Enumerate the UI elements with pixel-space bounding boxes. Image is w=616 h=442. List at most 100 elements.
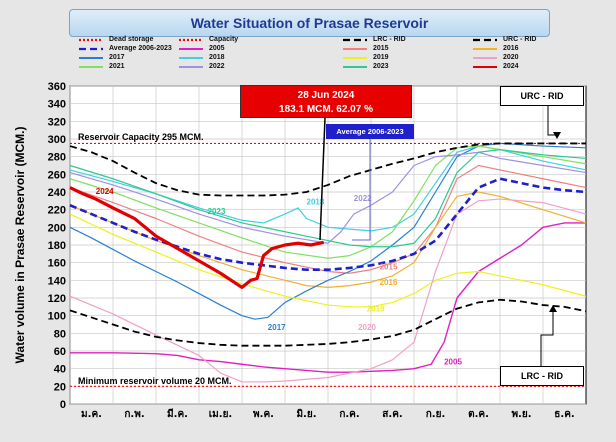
series-line-2016 — [69, 191, 587, 288]
series-line-2023 — [69, 149, 587, 248]
capacity-label: Reservoir Capacity 295 MCM. — [78, 132, 204, 142]
lrc-arrow — [549, 305, 557, 312]
y-tick-label: 0 — [60, 399, 66, 411]
series-line-lrc-rid — [69, 298, 587, 347]
y-tick-label: 180 — [48, 240, 66, 252]
legend-swatch — [179, 57, 203, 59]
y-tick-label: 20 — [54, 381, 66, 393]
series-label: 2019 — [367, 304, 385, 313]
series-line-2019 — [69, 213, 587, 308]
legend-label: 2024 — [503, 63, 519, 70]
legend-swatch — [79, 47, 103, 51]
x-ticks: ม.ค. ก.พ. มี.ค. เม.ย. พ.ค. มิ.ย. ก.ค. ส.ค. ก.ย. ต… — [81, 408, 575, 420]
legend-label: 2017 — [109, 54, 125, 61]
legend-swatch — [79, 57, 103, 59]
y-tick-label: 360 — [48, 81, 66, 93]
series-line-2005 — [70, 222, 586, 373]
legend-swatch — [343, 57, 367, 59]
legend-label: 2023 — [373, 63, 389, 70]
legend-swatch — [79, 66, 103, 68]
minimum-label: Minimum reservoir volume 20 MCM. — [78, 376, 232, 386]
series-labels: 2005 2015 2016 2017 2018 2019 2020 2022 2023 2024 — [96, 187, 463, 366]
y-tick-label: 80 — [54, 328, 66, 340]
y-tick-label: 340 — [48, 99, 66, 111]
legend-swatch — [473, 66, 497, 68]
legend-label: LRC - RID — [373, 36, 406, 43]
y-tick-label: 240 — [48, 187, 66, 199]
callout-volume: 183.1 MCM. 62.07 % — [279, 104, 373, 115]
y-tick-label: 320 — [48, 116, 66, 128]
y-tick-label: 280 — [48, 152, 66, 164]
y-tick-label: 260 — [48, 169, 66, 181]
callout-date: 28 Jun 2024 — [297, 90, 355, 101]
x-tick-label: มี.ค. — [167, 408, 188, 420]
x-tick-label: เม.ย. — [209, 409, 232, 420]
x-tick-label: มิ.ย. — [296, 408, 316, 420]
legend-swatch — [473, 57, 497, 59]
callout-pointer — [319, 117, 326, 241]
legend-swatch — [179, 66, 203, 68]
y-tick-label: 40 — [54, 364, 66, 376]
series-label: 2018 — [307, 197, 325, 206]
legend-swatch — [179, 38, 203, 42]
legend-label: 2020 — [503, 54, 519, 61]
series-label: 2017 — [268, 323, 286, 332]
x-tick-label: ก.ย. — [426, 409, 446, 420]
legend-swatch — [473, 38, 497, 42]
lrc-label-box: LRC - RID — [500, 366, 584, 386]
series-label: 2022 — [354, 194, 372, 203]
x-tick-label: พ.ย. — [511, 409, 531, 420]
legend-swatch — [473, 48, 497, 50]
current-value-callout: 28 Jun 2024 183.1 MCM. 62.07 % — [240, 85, 412, 118]
legend: Dead storage Capacity LRC - RID URC - RID Av… — [71, 36, 550, 80]
urc-arrow — [553, 132, 561, 139]
y-tick-label: 160 — [48, 258, 66, 270]
y-tick-label: 120 — [48, 293, 66, 305]
legend-swatch — [79, 38, 103, 42]
average-label-box: Average 2006-2023 — [326, 124, 414, 139]
legend-label: 2016 — [503, 45, 519, 52]
y-tick-label: 100 — [48, 311, 66, 323]
legend-swatch — [343, 66, 367, 68]
legend-label: 2021 — [109, 63, 125, 70]
legend-label: URC - RID — [503, 36, 537, 43]
series-line-average-2006-2023 — [69, 177, 587, 272]
legend-label: 2019 — [373, 54, 389, 61]
chart-title: Water Situation of Prasae Reservoir — [69, 9, 550, 37]
y-tick-label: 140 — [48, 275, 66, 287]
series-label: 2020 — [358, 323, 376, 332]
urc-label-box: URC - RID — [500, 86, 584, 106]
avg-pointer — [352, 139, 371, 241]
x-tick-label: ก.พ. — [124, 409, 144, 420]
y-tick-label: 300 — [48, 134, 66, 146]
y-tick-label: 200 — [48, 222, 66, 234]
legend-label: 2005 — [209, 45, 225, 52]
legend-label: 2015 — [373, 45, 389, 52]
legend-label: Dead storage — [109, 36, 154, 43]
x-tick-label: ม.ค. — [81, 409, 102, 420]
legend-label: Capacity — [209, 36, 239, 43]
series-layer — [69, 142, 587, 387]
series-label: 2024 — [96, 187, 114, 196]
series-line-2020 — [69, 198, 587, 383]
x-tick-label: ส.ค. — [382, 409, 402, 420]
series-label: 2016 — [380, 278, 398, 287]
x-tick-label: ก.ค. — [339, 409, 359, 420]
series-label: 2005 — [444, 357, 462, 366]
series-label: 2023 — [208, 207, 226, 216]
series-line-2015 — [69, 164, 587, 274]
lrc-pointer — [540, 310, 554, 366]
series-line-2024 — [69, 186, 325, 289]
legend-label: 2022 — [209, 63, 225, 70]
y-ticks: 0 20 40 60 80 100 120 140 160 180 200 220 240 260 280 3… — [48, 81, 66, 411]
series-line-urc-rid — [69, 142, 586, 197]
series-line-2018 — [69, 145, 587, 232]
legend-label: 2018 — [209, 54, 225, 61]
series-label: 2015 — [380, 263, 398, 272]
urc-pointer — [547, 104, 557, 136]
legend-swatch — [179, 48, 203, 50]
y-tick-label: 220 — [48, 205, 66, 217]
x-tick-label: พ.ค. — [253, 409, 274, 420]
legend-swatch — [343, 38, 367, 42]
